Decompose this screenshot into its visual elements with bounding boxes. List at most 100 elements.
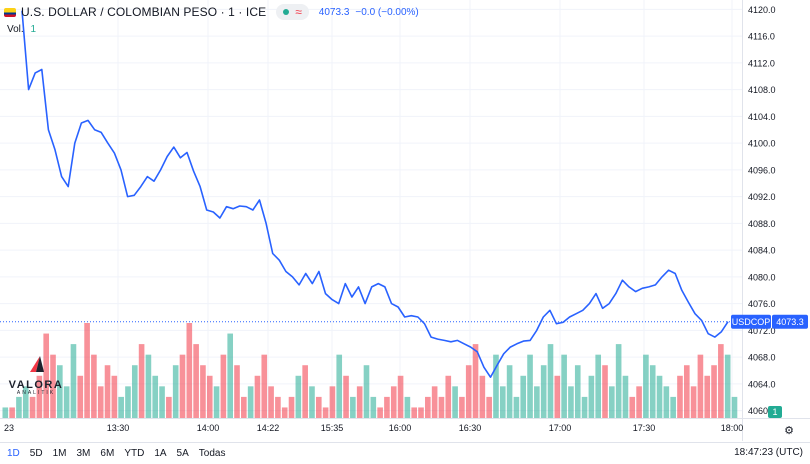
y-tick-label: 4068.0 <box>748 353 776 363</box>
volume-bar <box>275 396 281 418</box>
volume-bar <box>527 354 533 418</box>
volume-bar <box>118 396 124 418</box>
volume-bar <box>220 354 227 418</box>
price-line-series[interactable] <box>21 10 729 378</box>
volume-bar <box>254 375 261 418</box>
x-tick-label: 17:30 <box>633 423 656 433</box>
volume-bar <box>520 375 527 418</box>
range-5a-button[interactable]: 5A <box>176 448 189 459</box>
volume-bar <box>329 386 336 418</box>
price-tag: 4073.3 <box>776 317 804 327</box>
volume-bar <box>690 386 697 418</box>
volume-bar <box>452 386 458 418</box>
volume-tag-background <box>768 406 782 418</box>
volume-bar <box>268 386 274 418</box>
range-toolbar: 1D 5D 1M 3M 6M YTD 1A 5A Todas 18:47:23 … <box>0 442 810 464</box>
date-label: 23 <box>4 423 14 433</box>
range-1a-button[interactable]: 1A <box>154 448 167 459</box>
volume-bar <box>36 375 43 418</box>
utc-clock[interactable]: 18:47:23 (UTC) <box>734 447 803 458</box>
range-3m-button[interactable]: 3M <box>76 448 91 459</box>
volume-bar <box>9 407 15 418</box>
volume-bar <box>656 375 663 418</box>
y-tick-label: 4076.0 <box>748 299 776 309</box>
volume-bar <box>465 365 472 418</box>
range-5d-button[interactable]: 5D <box>29 448 43 459</box>
y-tick-label: 4116.0 <box>748 32 775 42</box>
volume-bar <box>431 386 438 418</box>
volume-bar <box>438 396 445 418</box>
y-tick-label: 4080.0 <box>748 272 776 282</box>
x-tick-label: 13:30 <box>107 423 130 433</box>
volume-bar <box>663 386 670 418</box>
volume-bar <box>554 375 561 418</box>
volume-bar <box>588 375 595 418</box>
volume-bar <box>615 344 622 418</box>
volume-bar <box>622 375 629 418</box>
range-1m-button[interactable]: 1M <box>52 448 67 459</box>
volume-bar <box>513 396 520 418</box>
volume-bar <box>309 386 315 418</box>
volume-bar <box>683 365 690 418</box>
volume-bar <box>370 396 377 418</box>
volume-bar <box>131 365 138 418</box>
volume-bar <box>206 375 213 418</box>
volume-bar <box>377 407 383 418</box>
volume-bar <box>472 344 479 418</box>
volume-bar <box>486 396 492 418</box>
volume-bar <box>97 386 104 418</box>
volume-bar <box>602 365 608 418</box>
volume-bar <box>499 386 506 418</box>
volume-bar <box>247 386 254 418</box>
volume-bar <box>704 375 711 418</box>
volume-bar <box>186 323 193 418</box>
y-tick-label: 4092.0 <box>748 192 776 202</box>
volume-bar <box>91 354 97 418</box>
x-tick-label: 17:00 <box>549 423 572 433</box>
volume-legend[interactable]: Vol. 1 <box>7 24 36 35</box>
volume-bar <box>718 344 724 418</box>
volume-bar <box>479 375 486 418</box>
volume-bar <box>213 386 220 418</box>
range-all-button[interactable]: Todas <box>198 448 226 459</box>
volume-bar <box>22 386 29 418</box>
volume-bar <box>418 407 424 418</box>
volume-bar <box>57 365 63 418</box>
volume-bar <box>84 323 90 418</box>
y-tick-label: 4096.0 <box>748 165 776 175</box>
range-1d-button[interactable]: 1D <box>7 448 20 459</box>
volume-bar <box>363 365 370 418</box>
volume-bar <box>77 375 84 418</box>
volume-bar <box>179 354 186 418</box>
volume-bar <box>138 344 145 418</box>
volume-bar <box>384 396 390 418</box>
x-tick-label: 14:00 <box>197 423 220 433</box>
volume-bar <box>561 354 567 418</box>
volume-bar <box>261 354 268 418</box>
volume-bar <box>43 333 50 418</box>
volume-bar <box>711 365 717 418</box>
x-tick-label: 18:00 <box>721 423 744 433</box>
y-tick-label: 4088.0 <box>748 219 776 229</box>
valora-logo: VALORA ANALITIK <box>8 356 64 396</box>
volume-bar <box>411 407 418 418</box>
gear-icon[interactable]: ⚙ <box>784 425 794 437</box>
x-tick-label: 14:22 <box>257 423 280 433</box>
x-tick-label: 16:00 <box>389 423 412 433</box>
volume-bar <box>506 365 513 418</box>
range-6m-button[interactable]: 6M <box>100 448 115 459</box>
symbol-title[interactable]: U.S. DOLLAR / COLOMBIAN PESO · 1 · ICE <box>21 5 267 19</box>
market-open-icon <box>283 9 290 15</box>
volume-bar <box>281 407 288 418</box>
volume-bar <box>397 375 404 418</box>
volume-bar <box>629 396 636 418</box>
symbol-header: U.S. DOLLAR / COLOMBIAN PESO · 1 · ICE ≈… <box>4 3 419 21</box>
volume-bar <box>677 375 683 418</box>
market-status-pill[interactable]: ≈ <box>276 4 309 20</box>
volume-bar <box>670 396 676 418</box>
volume-bar <box>636 386 642 418</box>
range-ytd-button[interactable]: YTD <box>124 448 145 459</box>
waves-icon: ≈ <box>295 5 302 19</box>
volume-bar <box>445 375 452 418</box>
